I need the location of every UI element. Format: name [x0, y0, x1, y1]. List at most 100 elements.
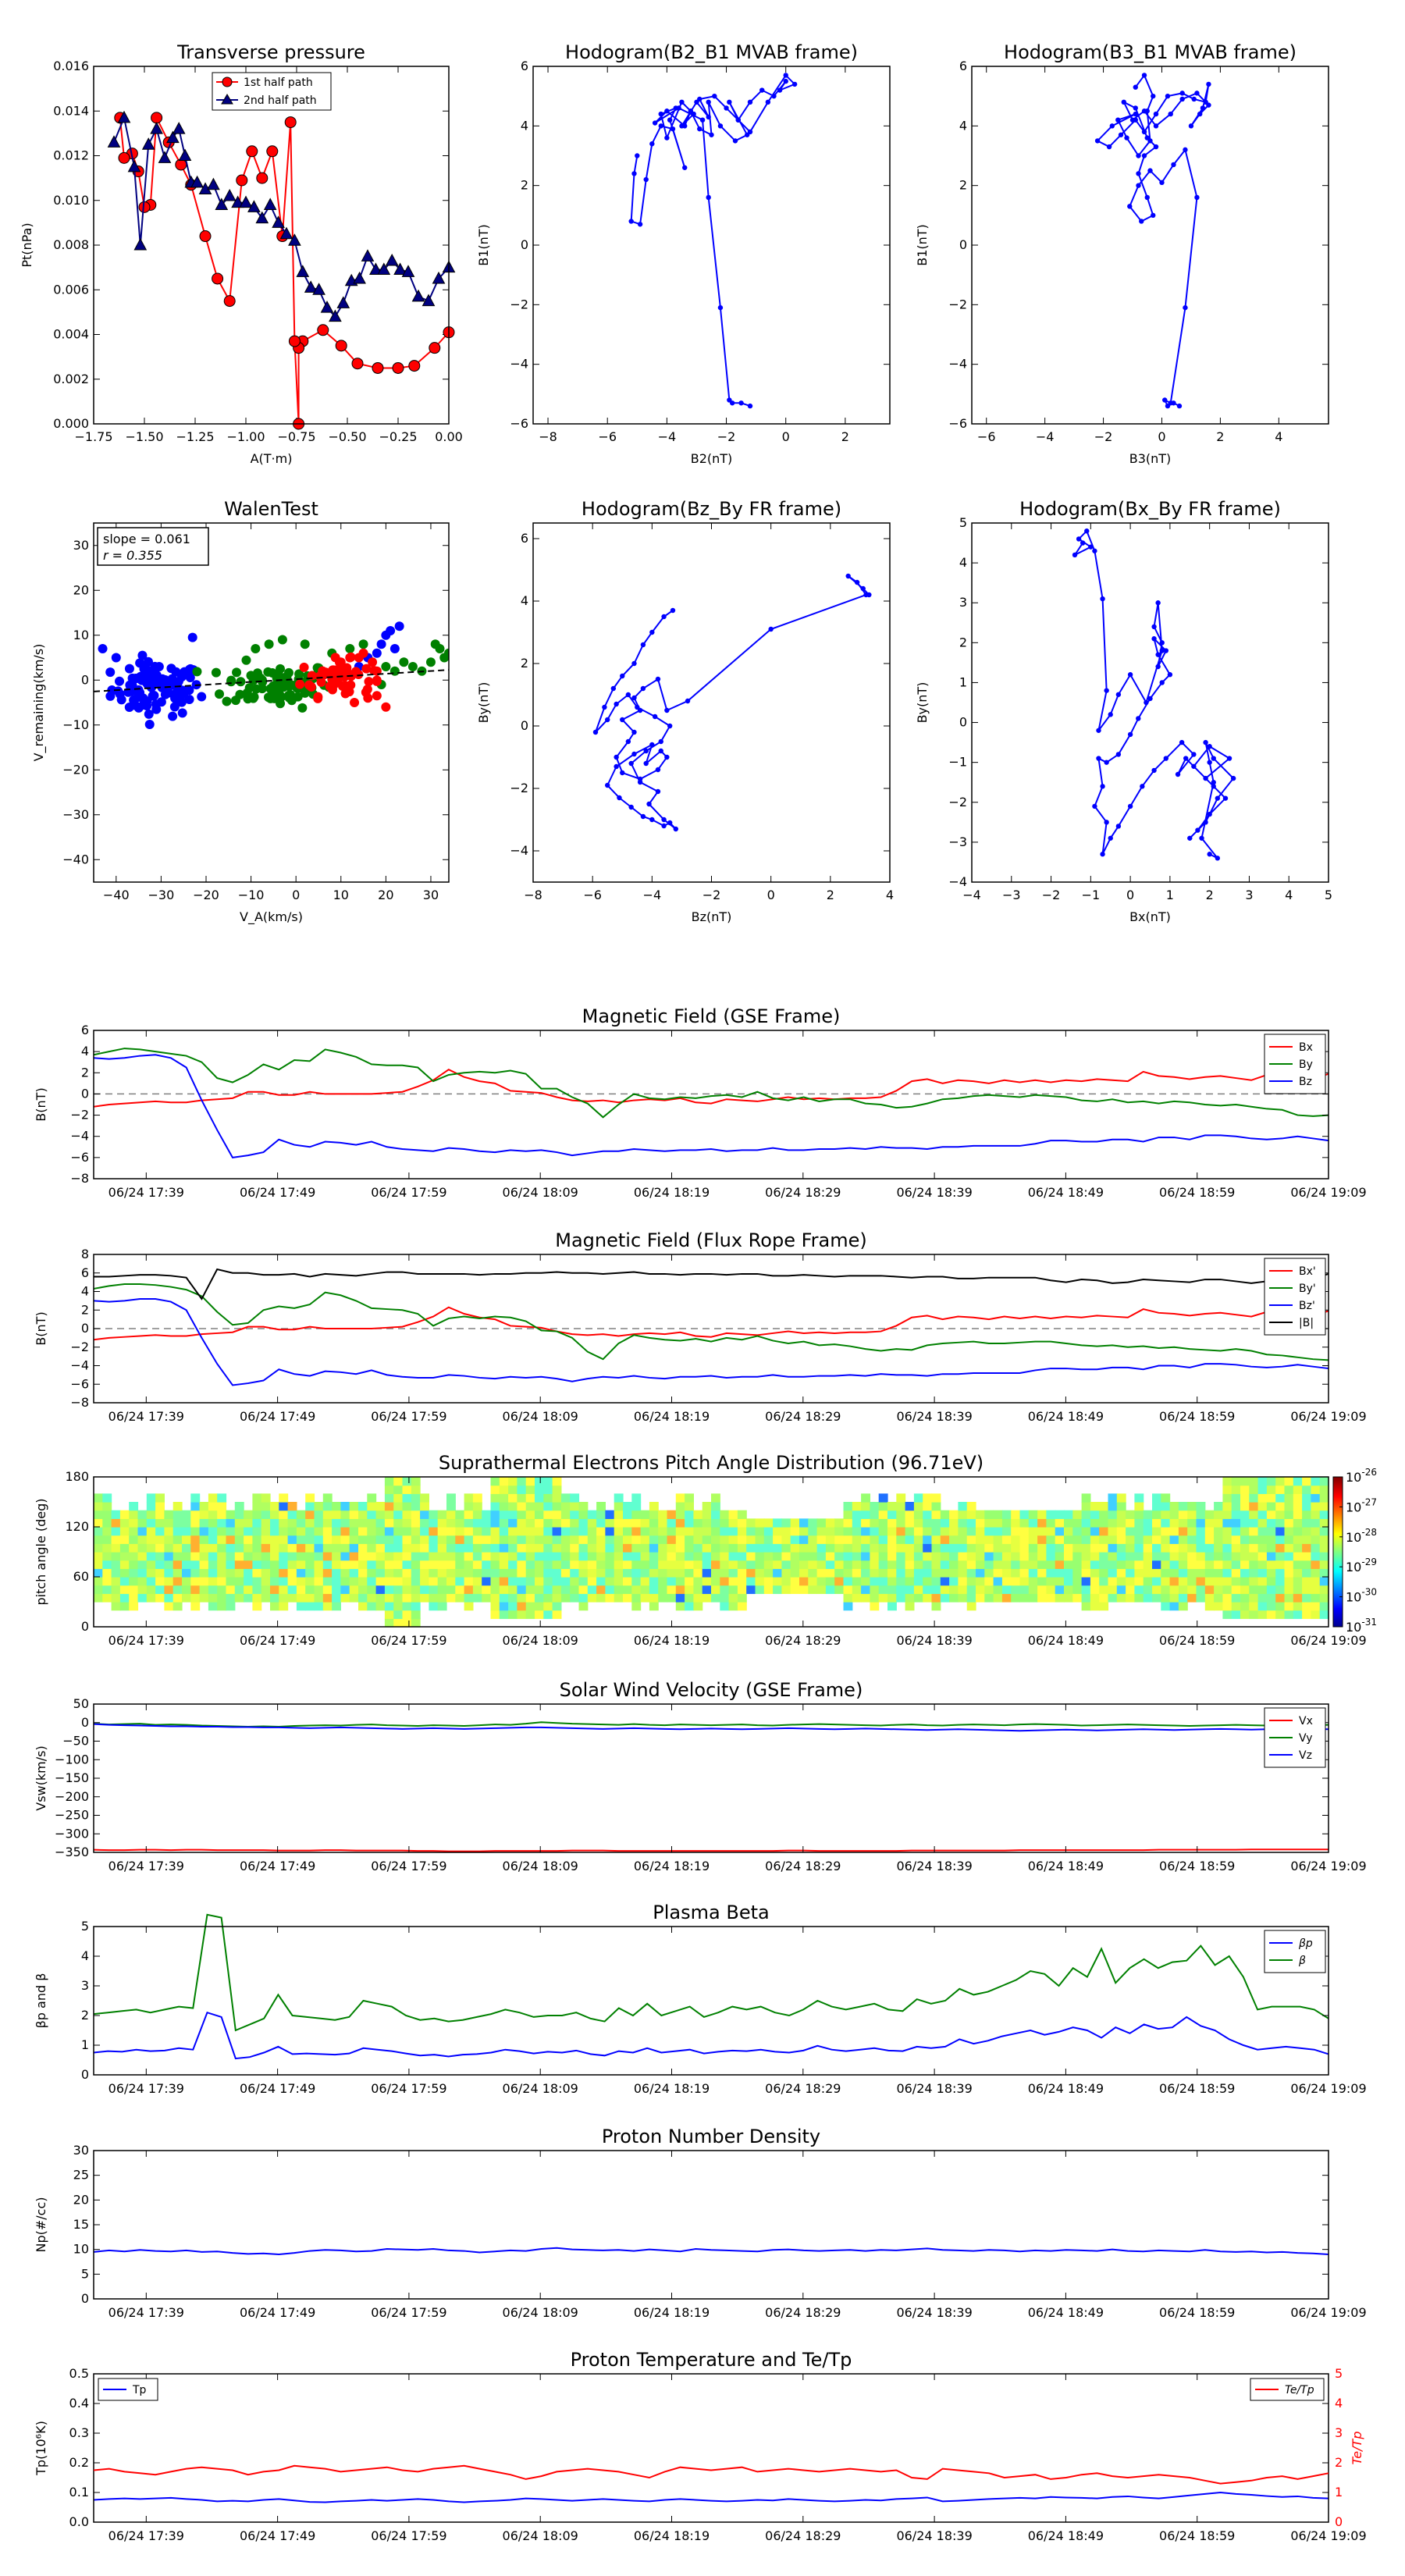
heatmap-cell: [623, 1593, 632, 1603]
heatmap-cell: [340, 1518, 350, 1528]
data-point: [408, 360, 421, 372]
x-tick-label: −1.50: [125, 429, 163, 444]
heatmap-cell: [1116, 1593, 1126, 1603]
heatmap-cell: [976, 1518, 985, 1528]
heatmap-cell: [1257, 1585, 1268, 1594]
heatmap-cell: [420, 1560, 429, 1569]
heatmap-cell: [208, 1577, 218, 1586]
heatmap-cell: [446, 1502, 456, 1511]
heatmap-cell: [658, 1577, 668, 1586]
heatmap-cell: [411, 1568, 421, 1578]
heatmap-cell: [543, 1535, 553, 1544]
heatmap-cell: [199, 1585, 209, 1594]
x-tick-label: 06/24 18:39: [896, 1185, 972, 1200]
heatmap-cell: [737, 1543, 747, 1553]
x-tick-label: −10: [238, 888, 265, 902]
data-point: [364, 677, 374, 687]
heatmap-cell: [1037, 1568, 1047, 1578]
heatmap-cell: [287, 1527, 297, 1536]
heatmap-cell: [543, 1485, 553, 1494]
x-tick-label: 2: [841, 429, 849, 444]
heatmap-cell: [1204, 1552, 1215, 1561]
heatmap-cell: [1081, 1552, 1091, 1561]
x-tick-label: 0: [767, 888, 775, 902]
heatmap-cell: [1196, 1552, 1206, 1561]
heatmap-cell: [429, 1510, 439, 1519]
heatmap-cell: [164, 1543, 174, 1553]
x-tick-label: 06/24 17:39: [108, 2528, 184, 2543]
heatmap-cell: [490, 1577, 500, 1586]
colorbar-base: 10: [1346, 1530, 1361, 1545]
data-point: [172, 122, 186, 134]
heatmap-cell: [843, 1543, 853, 1553]
y-tick-label: 120: [65, 1519, 89, 1534]
heatmap-cell: [305, 1602, 315, 1611]
heatmap-cell: [702, 1543, 712, 1553]
y-tick-label: 30: [73, 2143, 89, 2158]
heatmap-cell: [596, 1585, 606, 1594]
heatmap-cell: [834, 1552, 845, 1561]
heatmap-cell: [587, 1543, 597, 1553]
heatmap-cell: [464, 1602, 474, 1611]
heatmap-cell: [137, 1577, 148, 1586]
data-point: [368, 657, 378, 667]
heatmap-cell: [464, 1593, 474, 1603]
heatmap-cell: [155, 1585, 165, 1594]
heatmap-cell: [596, 1568, 606, 1578]
data-point: [239, 195, 253, 208]
heatmap-cell: [816, 1552, 827, 1561]
data-point: [394, 621, 404, 632]
heatmap-cell: [384, 1477, 394, 1486]
data-point: [1100, 784, 1105, 789]
heatmap-cell: [1072, 1568, 1083, 1578]
x-tick-label: 06/24 17:59: [371, 2081, 446, 2096]
x-tick-label: 06/24 18:19: [634, 1185, 710, 1200]
heatmap-cell: [111, 1527, 121, 1536]
heatmap-cell: [411, 1493, 421, 1503]
heatmap-cell: [896, 1493, 906, 1503]
heatmap-cell: [155, 1568, 165, 1578]
y-tick-label: 4: [959, 555, 967, 570]
chart-temp: Proton Temperature and Te/Tp0.00.10.20.3…: [34, 2349, 1367, 2543]
heatmap-cell: [367, 1602, 377, 1611]
heatmap-cell: [137, 1593, 148, 1603]
heatmap-cell: [525, 1535, 535, 1544]
data-point: [658, 738, 663, 745]
data-point: [258, 677, 268, 687]
heatmap-cell: [1099, 1593, 1109, 1603]
x-tick-label: 06/24 17:49: [240, 2081, 315, 2096]
legend-label: Bx: [1299, 1041, 1313, 1054]
heatmap-cell: [340, 1568, 350, 1578]
heatmap-cell: [896, 1510, 906, 1519]
data-point: [863, 592, 869, 598]
heatmap-cell: [755, 1527, 765, 1536]
y-tick-label: 4: [521, 118, 528, 133]
x-tick-label: −2: [702, 888, 721, 902]
y-tick-label: 6: [521, 59, 528, 73]
heatmap-cell: [244, 1535, 253, 1544]
x-tick-label: 06/24 18:49: [1028, 2305, 1104, 2320]
y-tick-label: 180: [65, 1469, 89, 1484]
heatmap-cell: [508, 1577, 518, 1586]
data-point: [706, 99, 711, 105]
x-tick-label: 0: [782, 429, 790, 444]
heatmap-cell: [208, 1585, 218, 1594]
colorbar-exponent: -31: [1361, 1617, 1377, 1628]
heatmap-cell: [261, 1585, 271, 1594]
y-tick-label: −6: [948, 416, 967, 431]
heatmap-cell: [1249, 1602, 1259, 1611]
data-point: [605, 717, 610, 723]
heatmap-cell: [931, 1510, 941, 1519]
data-point: [149, 690, 159, 700]
heatmap-cell: [658, 1510, 668, 1519]
heatmap-cell: [296, 1543, 306, 1553]
heatmap-cell: [1196, 1527, 1206, 1536]
heatmap-cell: [1152, 1493, 1161, 1503]
data-point: [661, 817, 667, 823]
heatmap-cell: [905, 1602, 915, 1611]
heatmap-cell: [905, 1560, 915, 1569]
heatmap-cell: [631, 1493, 642, 1503]
heatmap-cell: [314, 1527, 324, 1536]
heatmap-cell: [1108, 1510, 1118, 1519]
heatmap-cell: [675, 1568, 685, 1578]
